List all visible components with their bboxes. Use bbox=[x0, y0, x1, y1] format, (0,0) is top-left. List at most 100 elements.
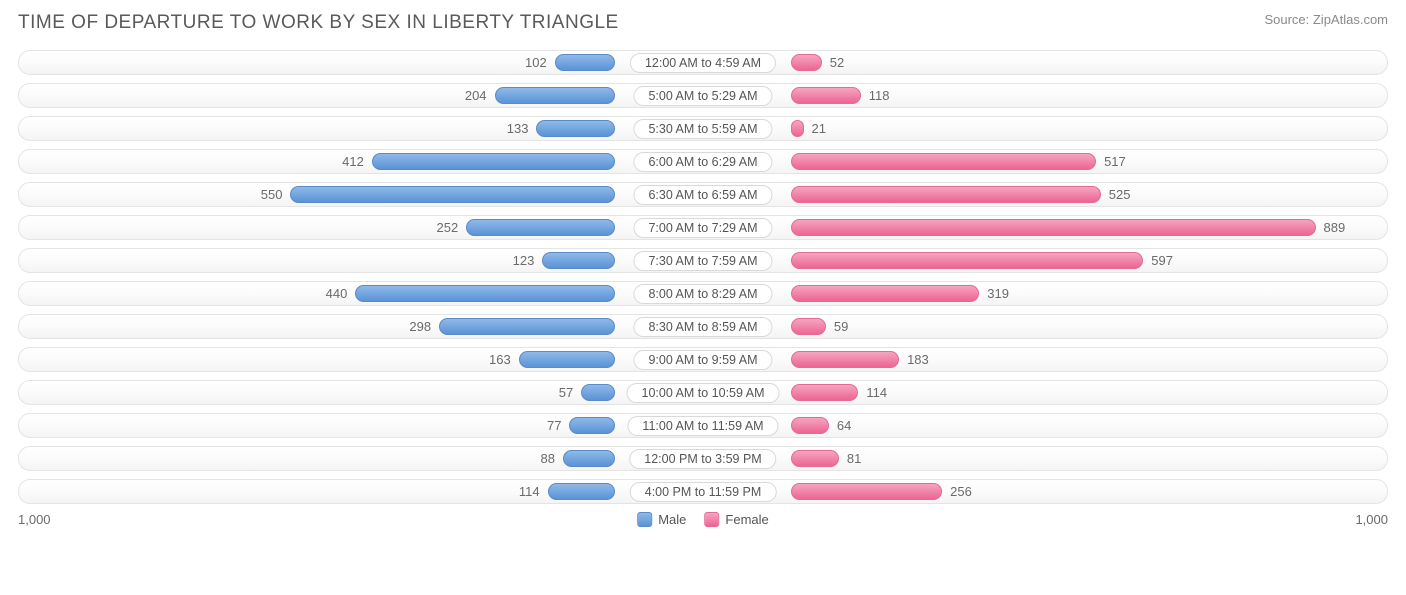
chart-title: TIME OF DEPARTURE TO WORK BY SEX IN LIBE… bbox=[18, 12, 619, 34]
male-half: 440 bbox=[25, 285, 703, 302]
female-value: 597 bbox=[1151, 253, 1173, 268]
legend: Male Female bbox=[637, 512, 769, 527]
male-value: 114 bbox=[519, 484, 540, 499]
male-value: 77 bbox=[547, 418, 561, 433]
male-value: 163 bbox=[489, 352, 511, 367]
female-bar bbox=[791, 417, 829, 434]
chart-row: 204 118 5:00 AM to 5:29 AM bbox=[18, 83, 1388, 108]
chart-row: 163 183 9:00 AM to 9:59 AM bbox=[18, 347, 1388, 372]
row-label: 12:00 AM to 4:59 AM bbox=[630, 53, 776, 73]
row-label: 5:30 AM to 5:59 AM bbox=[633, 119, 772, 139]
female-half: 525 bbox=[703, 186, 1381, 203]
female-bar bbox=[791, 483, 942, 500]
female-bar bbox=[791, 54, 822, 71]
female-value: 21 bbox=[812, 121, 826, 136]
female-bar bbox=[791, 186, 1101, 203]
female-bar bbox=[791, 87, 861, 104]
male-half: 133 bbox=[25, 120, 703, 137]
row-label: 12:00 PM to 3:59 PM bbox=[629, 449, 776, 469]
chart-row: 4125176:00 AM to 6:29 AM bbox=[18, 149, 1388, 174]
male-half: 298 bbox=[25, 318, 703, 335]
row-label: 11:00 AM to 11:59 AM bbox=[627, 416, 778, 436]
female-value: 889 bbox=[1324, 220, 1346, 235]
female-bar bbox=[791, 351, 899, 368]
row-label: 9:00 AM to 9:59 AM bbox=[633, 350, 772, 370]
female-value: 183 bbox=[907, 352, 929, 367]
row-label: 8:00 AM to 8:29 AM bbox=[633, 284, 772, 304]
female-half: 21 bbox=[703, 120, 1381, 137]
male-value: 204 bbox=[465, 88, 487, 103]
female-half: 319 bbox=[703, 285, 1381, 302]
female-value: 59 bbox=[834, 319, 848, 334]
row-label: 5:00 AM to 5:29 AM bbox=[633, 86, 772, 106]
female-half: 114 bbox=[703, 384, 1381, 401]
female-bar bbox=[791, 318, 826, 335]
female-half: 183 bbox=[703, 351, 1381, 368]
male-half: 77 bbox=[25, 417, 703, 434]
male-value: 252 bbox=[437, 220, 459, 235]
legend-male-label: Male bbox=[658, 512, 686, 527]
female-value: 64 bbox=[837, 418, 851, 433]
row-label: 10:00 AM to 10:59 AM bbox=[627, 383, 780, 403]
male-half: 102 bbox=[25, 54, 703, 71]
female-bar bbox=[791, 252, 1143, 269]
female-half: 517 bbox=[703, 153, 1381, 170]
female-bar bbox=[791, 450, 839, 467]
chart-row: 1235977:30 AM to 7:59 AM bbox=[18, 248, 1388, 273]
legend-female: Female bbox=[704, 512, 768, 527]
male-half: 57 bbox=[25, 384, 703, 401]
chart-row: 2528897:00 AM to 7:29 AM bbox=[18, 215, 1388, 240]
female-value: 118 bbox=[869, 88, 890, 103]
male-value: 123 bbox=[513, 253, 535, 268]
legend-female-label: Female bbox=[725, 512, 768, 527]
axis-label-right: 1,000 bbox=[1355, 512, 1388, 527]
chart-row: 77 64 11:00 AM to 11:59 AM bbox=[18, 413, 1388, 438]
female-half: 118 bbox=[703, 87, 1381, 104]
male-bar bbox=[372, 153, 615, 170]
female-half: 597 bbox=[703, 252, 1381, 269]
male-half: 550 bbox=[25, 186, 703, 203]
male-value: 440 bbox=[326, 286, 348, 301]
female-bar bbox=[791, 384, 858, 401]
male-bar bbox=[466, 219, 615, 236]
female-half: 889 bbox=[703, 219, 1381, 236]
male-half: 163 bbox=[25, 351, 703, 368]
male-bar bbox=[355, 285, 615, 302]
male-bar bbox=[519, 351, 615, 368]
male-bar bbox=[581, 384, 615, 401]
source-attribution: Source: ZipAtlas.com bbox=[1264, 12, 1388, 27]
row-label: 8:30 AM to 8:59 AM bbox=[633, 317, 772, 337]
female-half: 64 bbox=[703, 417, 1381, 434]
male-value: 412 bbox=[342, 154, 364, 169]
male-bar bbox=[542, 252, 615, 269]
male-value: 102 bbox=[525, 55, 547, 70]
male-half: 123 bbox=[25, 252, 703, 269]
male-half: 412 bbox=[25, 153, 703, 170]
female-half: 256 bbox=[703, 483, 1381, 500]
legend-swatch-female bbox=[704, 512, 719, 527]
male-value: 550 bbox=[261, 187, 283, 202]
male-bar bbox=[563, 450, 615, 467]
male-half: 88 bbox=[25, 450, 703, 467]
chart-footer: 1,000 Male Female 1,000 bbox=[18, 512, 1388, 527]
male-bar bbox=[555, 54, 615, 71]
legend-male: Male bbox=[637, 512, 686, 527]
chart-row: 5711410:00 AM to 10:59 AM bbox=[18, 380, 1388, 405]
row-label: 6:30 AM to 6:59 AM bbox=[633, 185, 772, 205]
chart-row: 888112:00 PM to 3:59 PM bbox=[18, 446, 1388, 471]
female-bar bbox=[791, 285, 979, 302]
chart-row: 440 319 8:00 AM to 8:29 AM bbox=[18, 281, 1388, 306]
female-bar bbox=[791, 153, 1096, 170]
male-half: 204 bbox=[25, 87, 703, 104]
female-value: 319 bbox=[987, 286, 1009, 301]
male-bar bbox=[536, 120, 614, 137]
male-value: 133 bbox=[507, 121, 529, 136]
male-half: 114 bbox=[25, 483, 703, 500]
female-half: 81 bbox=[703, 450, 1381, 467]
diverging-bar-chart: 1025212:00 AM to 4:59 AM2041185:00 AM to… bbox=[18, 50, 1388, 504]
male-bar bbox=[439, 318, 615, 335]
chart-row: 1142564:00 PM to 11:59 PM bbox=[18, 479, 1388, 504]
male-bar bbox=[290, 186, 614, 203]
chart-row: 298 59 8:30 AM to 8:59 AM bbox=[18, 314, 1388, 339]
female-value: 517 bbox=[1104, 154, 1126, 169]
